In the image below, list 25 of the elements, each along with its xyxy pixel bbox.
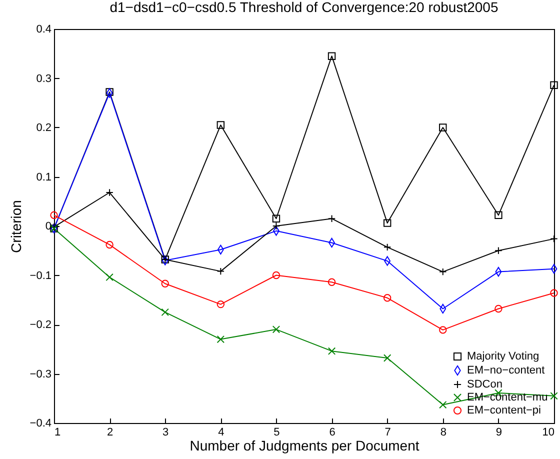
y-tick-label: −0.2: [30, 319, 52, 331]
y-tick-label: −0.4: [30, 418, 52, 430]
y-tick-label: −0.3: [30, 368, 52, 380]
y-tick-label: 0.4: [36, 24, 52, 36]
y-axis-title: Criterion: [8, 200, 24, 253]
y-tick-label: 0.3: [36, 72, 52, 85]
legend-label: EM−content−pi: [467, 404, 541, 416]
x-tick-label: 6: [329, 426, 336, 438]
chart-title: d1−dsd1−c0−csd0.5 Threshold of Convergence:20 robust2005: [110, 0, 498, 15]
x-tick-label: 10: [542, 426, 554, 438]
x-tick-label: 3: [162, 426, 169, 438]
x-axis-title: Number of Judgments per Document: [190, 438, 420, 454]
legend-label: EM−no−content: [467, 364, 545, 376]
x-tick-label: 9: [496, 426, 502, 438]
x-tick-label: 4: [218, 426, 224, 438]
x-tick-label: 5: [274, 426, 280, 438]
x-tick-label: 8: [440, 426, 446, 438]
x-tick-label: 2: [106, 426, 114, 438]
legend-label: Majority Voting: [467, 350, 540, 362]
x-tick-label: 1: [54, 426, 61, 438]
legend-label: SDCon: [467, 378, 502, 390]
x-tick-label: 7: [384, 426, 391, 438]
y-tick-label: 0.1: [36, 171, 52, 184]
y-tick-label: −0.1: [30, 270, 52, 282]
y-tick-label: 0.2: [36, 122, 52, 134]
